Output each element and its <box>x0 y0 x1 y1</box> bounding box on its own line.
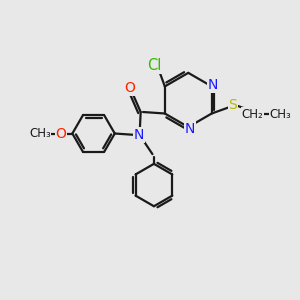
Text: Cl: Cl <box>147 58 162 73</box>
Text: CH₃: CH₃ <box>29 127 51 140</box>
Text: O: O <box>56 127 67 140</box>
Text: S: S <box>229 98 237 112</box>
Text: CH₃: CH₃ <box>269 108 291 121</box>
Text: N: N <box>208 78 218 92</box>
Text: N: N <box>184 122 195 136</box>
Text: N: N <box>134 128 144 142</box>
Text: O: O <box>124 82 135 95</box>
Text: CH₂: CH₂ <box>241 108 263 121</box>
